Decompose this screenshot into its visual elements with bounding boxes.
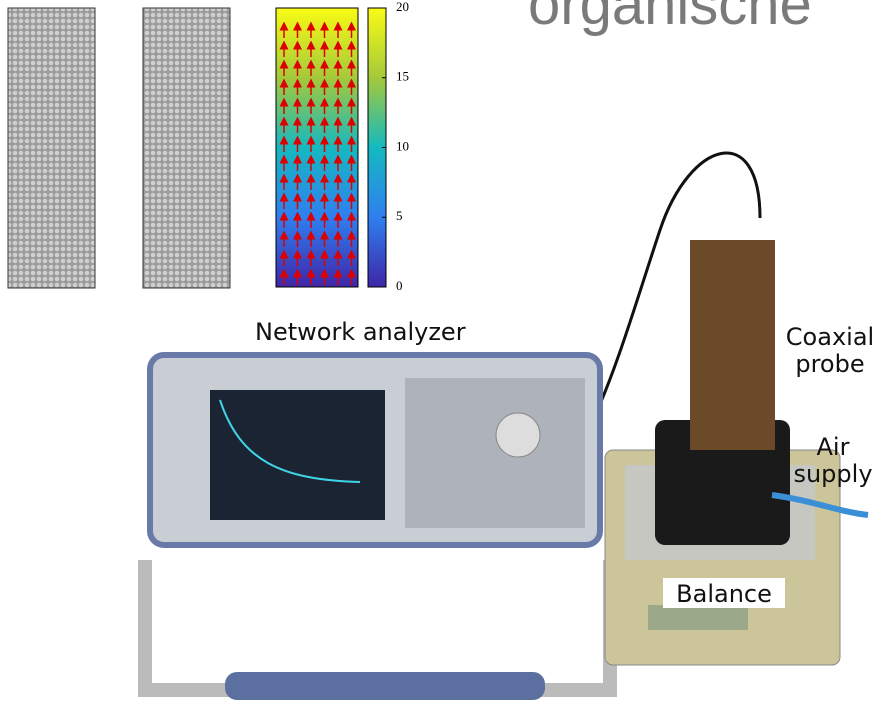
coaxial-probe-label: Coaxial <box>786 323 874 351</box>
knob <box>495 412 541 458</box>
colorbar-tick-label: 5 <box>396 208 403 223</box>
velocity-map <box>275 7 359 288</box>
probe-base <box>655 420 790 545</box>
colorbar-tick-label: 10 <box>396 138 409 153</box>
network-analyzer-label: Network analyzer <box>255 318 466 346</box>
screen <box>210 390 385 520</box>
balance-label: Balance <box>676 580 772 608</box>
column-image <box>7 7 96 289</box>
colorbar-tick-label: 20 <box>396 0 409 14</box>
air-supply-label: Air <box>817 433 850 461</box>
colorbar-tick-label: 0 <box>396 278 403 293</box>
coaxial-probe <box>690 240 775 450</box>
title-fragment: organische <box>528 0 812 37</box>
colorbar-tick-label: 15 <box>396 69 409 84</box>
arrows <box>279 21 356 285</box>
keypad <box>405 378 585 528</box>
photo <box>138 151 869 700</box>
balance-display <box>648 605 748 630</box>
column-image <box>142 7 231 289</box>
screen-trace <box>219 399 361 483</box>
handle-grip <box>225 672 545 700</box>
handle <box>138 560 617 697</box>
air-supply-label: supply <box>793 460 872 488</box>
air-tube <box>771 492 869 518</box>
coaxial-probe-label: probe <box>795 350 864 378</box>
balance-label-box <box>663 578 785 608</box>
